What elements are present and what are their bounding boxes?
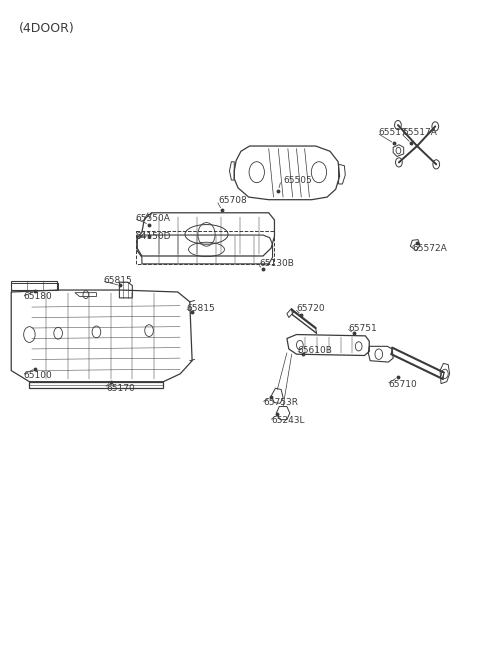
Text: 65517A: 65517A xyxy=(403,129,438,137)
Text: 65243L: 65243L xyxy=(271,417,305,426)
Text: 65170: 65170 xyxy=(106,384,135,393)
Text: 65720: 65720 xyxy=(297,304,325,313)
Text: 65180: 65180 xyxy=(24,292,52,301)
Text: 65751: 65751 xyxy=(348,323,377,333)
Text: 65572A: 65572A xyxy=(412,243,447,253)
Text: 65505: 65505 xyxy=(283,176,312,184)
Text: 65815: 65815 xyxy=(104,276,132,285)
Text: 65517: 65517 xyxy=(379,129,408,137)
Text: 65710: 65710 xyxy=(388,380,417,389)
Text: 65610B: 65610B xyxy=(298,346,332,355)
Text: 65100: 65100 xyxy=(24,371,52,380)
Text: 65815: 65815 xyxy=(186,304,215,313)
Text: 65753R: 65753R xyxy=(263,398,298,407)
Text: 65550A: 65550A xyxy=(136,213,170,222)
Text: 65130B: 65130B xyxy=(259,259,294,268)
Text: (4DOOR): (4DOOR) xyxy=(19,22,74,35)
Text: 64150D: 64150D xyxy=(136,232,171,241)
Text: 65708: 65708 xyxy=(218,196,247,205)
